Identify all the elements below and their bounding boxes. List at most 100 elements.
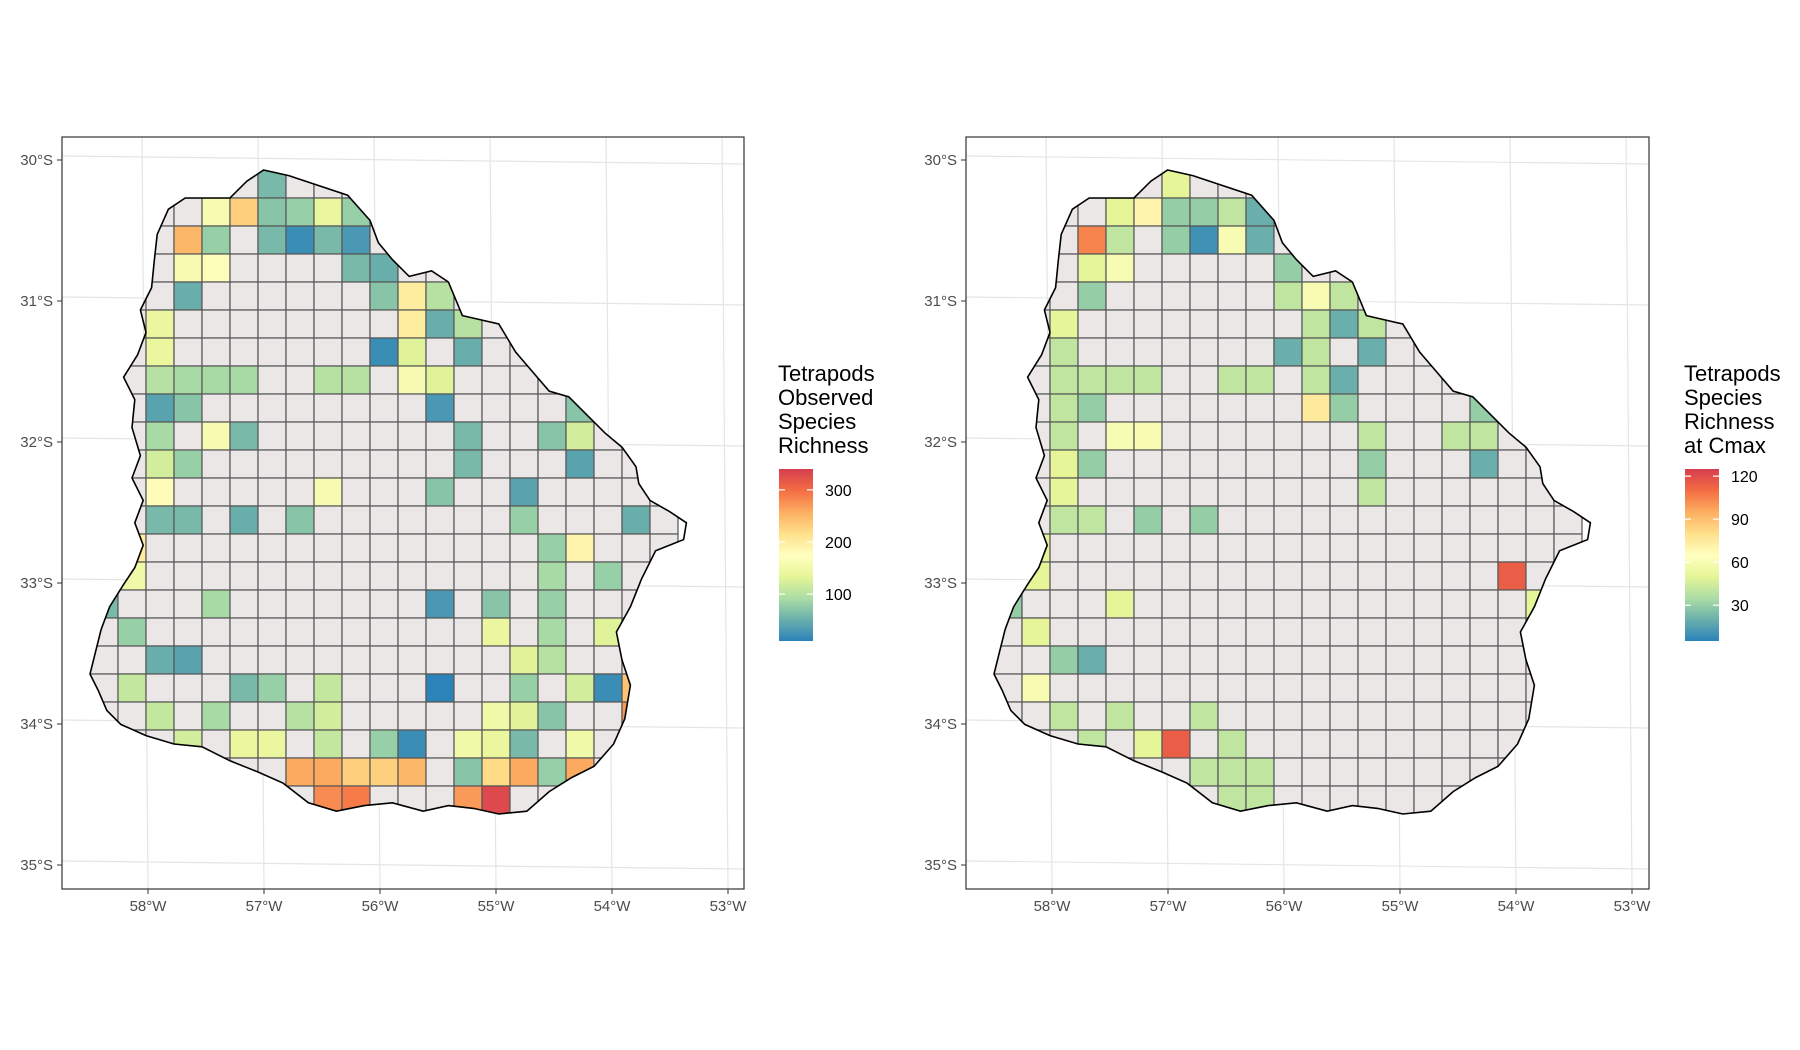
grid-cell bbox=[397, 533, 427, 563]
grid-cell bbox=[1385, 477, 1415, 507]
y-tick-label: 31°S bbox=[924, 293, 957, 310]
y-tick-label: 31°S bbox=[20, 293, 53, 310]
grid-cell bbox=[229, 309, 259, 339]
grid-cell bbox=[1441, 729, 1471, 759]
grid-cell bbox=[1133, 225, 1163, 255]
grid-cell bbox=[481, 505, 511, 535]
grid-cell bbox=[1329, 449, 1359, 479]
grid-cell bbox=[313, 673, 343, 703]
grid-cell bbox=[481, 477, 511, 507]
grid-cell bbox=[1357, 533, 1387, 563]
grid-cell bbox=[257, 701, 287, 731]
grid-cell bbox=[1329, 393, 1359, 423]
grid-cell bbox=[173, 533, 203, 563]
grid-cell bbox=[257, 197, 287, 227]
legend-tick-label: 100 bbox=[825, 587, 852, 604]
grid-cell bbox=[1077, 477, 1107, 507]
grid-cell bbox=[257, 477, 287, 507]
grid-cell bbox=[229, 197, 259, 227]
grid-cell bbox=[229, 673, 259, 703]
grid-cell bbox=[1189, 701, 1219, 731]
grid-cell bbox=[1413, 533, 1443, 563]
grid-cell bbox=[1077, 617, 1107, 647]
grid-cell bbox=[145, 477, 175, 507]
grid-cell bbox=[425, 673, 455, 703]
grid-cell bbox=[313, 533, 343, 563]
grid-cell bbox=[1049, 505, 1079, 535]
grid-cell bbox=[341, 337, 371, 367]
grid-cell bbox=[1105, 281, 1135, 311]
grid-cell bbox=[145, 617, 175, 647]
grid-cell bbox=[1217, 589, 1247, 619]
grid-cell bbox=[1049, 365, 1079, 395]
grid-cell bbox=[1189, 533, 1219, 563]
grid-cell bbox=[1385, 337, 1415, 367]
grid-cell bbox=[453, 337, 483, 367]
grid-cell bbox=[1189, 337, 1219, 367]
grid-cell bbox=[481, 673, 511, 703]
grid-cell bbox=[1105, 421, 1135, 451]
grid-cell bbox=[565, 701, 595, 731]
grid-cell bbox=[1105, 393, 1135, 423]
grid-cell bbox=[257, 393, 287, 423]
grid-cell bbox=[313, 309, 343, 339]
grid-cell bbox=[1413, 673, 1443, 703]
grid-cell bbox=[1133, 589, 1163, 619]
grid-cell bbox=[509, 617, 539, 647]
grid-cell bbox=[341, 253, 371, 283]
grid-cell bbox=[229, 393, 259, 423]
grid-cell bbox=[369, 673, 399, 703]
grid-cell bbox=[1441, 645, 1471, 675]
grid-cell bbox=[369, 365, 399, 395]
grid-cell bbox=[509, 561, 539, 591]
grid-cell bbox=[1217, 477, 1247, 507]
grid-cell bbox=[1245, 589, 1275, 619]
grid-cell bbox=[1469, 561, 1499, 591]
grid-cell bbox=[1245, 729, 1275, 759]
grid-cell bbox=[621, 505, 651, 535]
grid-cell bbox=[1245, 253, 1275, 283]
grid-cell bbox=[509, 589, 539, 619]
grid-cell bbox=[565, 729, 595, 759]
grid-cell bbox=[1245, 225, 1275, 255]
grid-cell bbox=[1301, 701, 1331, 731]
grid-cell bbox=[313, 617, 343, 647]
grid-cell bbox=[1217, 281, 1247, 311]
grid-cell bbox=[537, 449, 567, 479]
grid-cell bbox=[1133, 365, 1163, 395]
legend-title: at Cmax bbox=[1684, 433, 1766, 458]
grid-cell bbox=[1161, 673, 1191, 703]
grid-cell bbox=[593, 645, 623, 675]
grid-cell bbox=[1049, 561, 1079, 591]
grid-cell bbox=[1245, 533, 1275, 563]
grid-cell bbox=[453, 701, 483, 731]
grid-cell bbox=[621, 533, 651, 563]
panel-border bbox=[965, 136, 1650, 890]
grid-cell bbox=[341, 617, 371, 647]
grid-cell bbox=[509, 729, 539, 759]
grid-cell bbox=[313, 505, 343, 535]
grid-cell bbox=[1273, 449, 1303, 479]
grid-cell bbox=[1385, 729, 1415, 759]
grid-cell bbox=[285, 309, 315, 339]
grid-cell bbox=[1385, 785, 1415, 814]
grid-cell bbox=[1217, 701, 1247, 731]
grid-cell bbox=[1189, 729, 1219, 759]
grid-cell bbox=[1245, 365, 1275, 395]
grid-cell bbox=[1049, 533, 1079, 563]
grid-cell bbox=[1217, 365, 1247, 395]
grid-cell bbox=[1105, 645, 1135, 675]
grid-cell bbox=[1413, 757, 1443, 787]
grid-cell bbox=[1077, 589, 1107, 619]
grid-cell bbox=[453, 393, 483, 423]
grid-cell bbox=[593, 673, 623, 703]
grid-cell bbox=[173, 477, 203, 507]
grid-cell bbox=[1329, 421, 1359, 451]
grid-cell bbox=[313, 281, 343, 311]
grid-cell bbox=[1021, 617, 1051, 647]
grid-cell bbox=[313, 757, 343, 787]
grid-cell bbox=[285, 365, 315, 395]
grid-cell bbox=[1161, 477, 1191, 507]
grid-cell bbox=[1133, 253, 1163, 283]
grid-cell bbox=[1413, 589, 1443, 619]
